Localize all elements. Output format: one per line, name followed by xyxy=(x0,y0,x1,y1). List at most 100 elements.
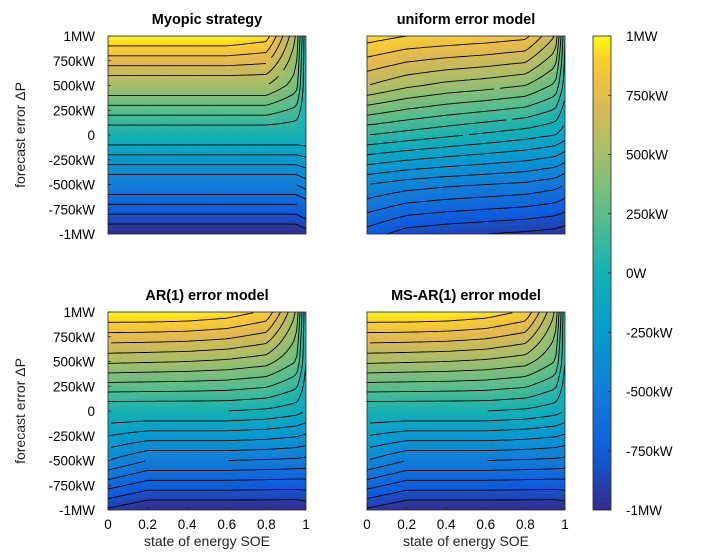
heatmap-cell xyxy=(461,56,467,62)
heatmap-cell xyxy=(165,192,171,198)
heatmap-cell xyxy=(132,118,138,124)
heatmap-cell xyxy=(466,97,471,103)
heatmap-cell xyxy=(453,110,459,115)
heatmap-cell xyxy=(108,196,113,202)
heatmap-cell xyxy=(511,102,517,107)
heatmap-cell xyxy=(248,225,253,231)
heatmap-cell xyxy=(297,168,303,173)
heatmap-cell xyxy=(202,151,208,157)
heatmap-cell xyxy=(404,122,409,128)
heatmap-cell xyxy=(132,52,138,58)
heatmap-cell xyxy=(536,122,541,128)
heatmap-cell xyxy=(560,155,565,161)
heatmap-cell xyxy=(490,180,496,186)
heatmap-cell xyxy=(532,60,537,66)
heatmap-cell xyxy=(560,85,565,91)
heatmap-cell xyxy=(182,159,187,165)
heatmap-cell xyxy=(297,139,303,144)
heatmap-cell xyxy=(136,60,142,66)
heatmap-cell xyxy=(248,69,253,74)
heatmap-cell xyxy=(519,172,525,177)
heatmap-cell xyxy=(490,106,496,111)
heatmap-cell xyxy=(186,320,192,325)
heatmap-cell xyxy=(383,64,389,70)
heatmap-cell xyxy=(301,77,306,82)
heatmap-cell xyxy=(264,64,270,70)
heatmap-cell xyxy=(482,77,488,82)
heatmap-cell xyxy=(420,89,426,95)
heatmap-cell xyxy=(404,64,409,70)
heatmap-cell xyxy=(301,122,306,128)
heatmap-cell xyxy=(457,172,463,177)
heatmap-cell xyxy=(207,196,212,202)
heatmap-cell xyxy=(428,163,434,169)
heatmap-cell xyxy=(169,77,175,82)
heatmap-cell xyxy=(227,196,233,202)
heatmap-cell xyxy=(235,328,241,334)
heatmap-cell xyxy=(540,89,545,95)
heatmap-cell xyxy=(519,122,525,128)
heatmap-cell xyxy=(437,209,442,214)
heatmap-cell xyxy=(503,229,508,234)
heatmap-cell xyxy=(515,44,521,49)
heatmap-cell xyxy=(387,52,393,58)
heatmap-cell xyxy=(536,73,541,78)
heatmap-cell xyxy=(499,97,504,103)
heatmap-cell xyxy=(273,163,278,169)
heatmap-cell xyxy=(128,89,134,95)
heatmap-cell xyxy=(277,163,282,169)
heatmap-cell xyxy=(494,143,500,148)
heatmap-cell xyxy=(252,56,258,62)
heatmap-cell xyxy=(416,217,422,223)
heatmap-cell xyxy=(174,209,179,214)
heatmap-cell xyxy=(499,89,504,95)
heatmap-cell xyxy=(223,40,229,45)
heatmap-cell xyxy=(252,52,258,58)
heatmap-cell xyxy=(437,196,442,202)
heatmap-cell xyxy=(186,229,192,234)
heatmap-cell xyxy=(453,180,459,186)
heatmap-cell xyxy=(219,159,225,165)
heatmap-cell xyxy=(532,81,537,87)
heatmap-cell xyxy=(231,192,237,198)
heatmap-cell xyxy=(486,139,492,144)
heatmap-cell xyxy=(256,106,262,111)
heatmap-cell xyxy=(544,126,550,132)
heatmap-cell xyxy=(231,332,237,338)
heatmap-cell xyxy=(174,89,179,95)
heatmap-cell xyxy=(416,196,422,202)
heatmap-cell xyxy=(149,110,154,115)
heatmap-cell xyxy=(449,172,455,177)
heatmap-cell xyxy=(256,192,262,198)
heatmap-cell xyxy=(544,81,550,87)
heatmap-cell xyxy=(527,213,533,219)
heatmap-cell xyxy=(457,221,463,227)
heatmap-cell xyxy=(277,89,282,95)
heatmap-cell xyxy=(544,114,550,120)
heatmap-cell xyxy=(453,168,459,173)
heatmap-cell xyxy=(244,114,249,120)
heatmap-cell xyxy=(235,168,241,173)
heatmap-cell xyxy=(281,332,286,338)
heatmap-cell xyxy=(252,64,258,70)
heatmap-cell xyxy=(231,336,237,342)
heatmap-cell xyxy=(260,168,266,173)
heatmap-cell xyxy=(297,320,303,325)
heatmap-cell xyxy=(157,36,163,41)
heatmap-cell xyxy=(482,196,488,202)
heatmap-cell xyxy=(486,155,492,161)
heatmap-cell xyxy=(441,114,446,120)
heatmap-cell xyxy=(519,213,525,219)
heatmap-cell xyxy=(108,64,113,70)
heatmap-cell xyxy=(165,48,171,54)
heatmap-cell xyxy=(128,48,134,54)
heatmap-cell xyxy=(523,176,529,181)
heatmap-cell xyxy=(301,69,306,74)
heatmap-cell xyxy=(223,126,229,132)
heatmap-cell xyxy=(297,176,303,181)
heatmap-cell xyxy=(136,64,142,70)
heatmap-cell xyxy=(515,73,521,78)
heatmap-cell xyxy=(486,130,492,136)
heatmap-cell xyxy=(244,213,249,219)
heatmap-cell xyxy=(153,151,159,157)
